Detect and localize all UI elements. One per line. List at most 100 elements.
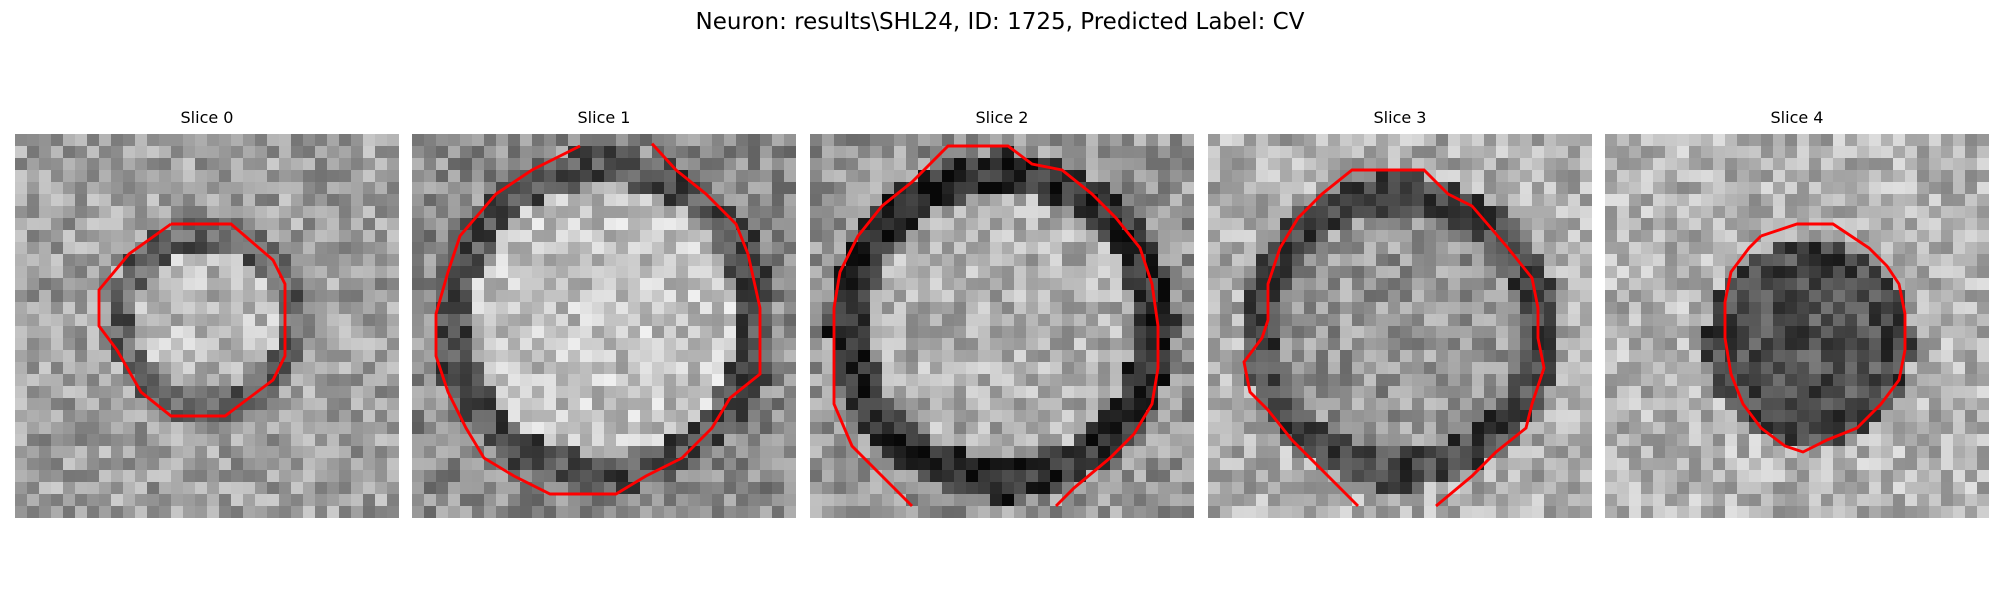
image-pixel [387, 230, 399, 243]
image-pixel [568, 290, 581, 303]
image-pixel [966, 422, 979, 435]
image-pixel [990, 482, 1003, 495]
image-pixel [111, 374, 124, 387]
image-pixel [15, 218, 28, 231]
image-pixel [930, 362, 943, 375]
image-pixel [1026, 350, 1039, 363]
image-pixel [1026, 506, 1039, 518]
image-pixel [1158, 302, 1171, 315]
image-pixel [810, 170, 823, 183]
image-pixel [652, 170, 665, 183]
image-pixel [1424, 266, 1437, 279]
image-pixel [628, 254, 641, 267]
image-pixel [942, 362, 955, 375]
image-pixel [231, 410, 244, 423]
image-pixel [966, 170, 979, 183]
image-pixel [1158, 470, 1171, 483]
image-pixel [412, 410, 425, 423]
image-pixel [1653, 242, 1666, 255]
image-pixel [870, 446, 883, 459]
image-pixel [1232, 218, 1245, 231]
image-pixel [1797, 254, 1810, 267]
image-pixel [1014, 218, 1027, 231]
image-pixel [966, 362, 979, 375]
image-pixel [1665, 350, 1678, 363]
image-pixel [15, 146, 28, 159]
image-pixel [1665, 170, 1678, 183]
image-pixel [918, 338, 931, 351]
image-pixel [1953, 254, 1966, 267]
image-pixel [1605, 290, 1618, 303]
image-pixel [978, 398, 991, 411]
image-pixel [207, 506, 220, 518]
image-pixel [51, 194, 64, 207]
image-pixel [822, 410, 835, 423]
image-pixel [772, 266, 785, 279]
image-pixel [159, 446, 172, 459]
image-pixel [1629, 134, 1642, 147]
image-pixel [351, 218, 364, 231]
image-pixel [195, 494, 208, 507]
image-pixel [1737, 458, 1750, 471]
image-pixel [1208, 410, 1221, 423]
image-pixel [27, 266, 40, 279]
image-pixel [712, 446, 725, 459]
image-pixel [1170, 326, 1183, 339]
image-pixel [1845, 158, 1858, 171]
image-pixel [123, 206, 136, 219]
image-pixel [63, 434, 76, 447]
image-pixel [1340, 422, 1353, 435]
image-pixel [1098, 434, 1111, 447]
image-pixel [810, 398, 823, 411]
image-pixel [448, 446, 461, 459]
image-pixel [1182, 386, 1194, 399]
image-pixel [1098, 422, 1111, 435]
image-pixel [1170, 254, 1183, 267]
image-pixel [918, 266, 931, 279]
image-pixel [930, 338, 943, 351]
image-pixel [424, 146, 437, 159]
image-pixel [1881, 146, 1894, 159]
image-pixel [496, 266, 509, 279]
image-pixel [1556, 506, 1569, 518]
image-pixel [1316, 434, 1329, 447]
image-pixel [1050, 338, 1063, 351]
image-pixel [219, 134, 232, 147]
image-pixel [1146, 482, 1159, 495]
image-pixel [1170, 350, 1183, 363]
image-pixel [1460, 458, 1473, 471]
image-pixel [375, 266, 388, 279]
image-pixel [1002, 422, 1015, 435]
image-pixel [1617, 266, 1630, 279]
image-pixel [424, 446, 437, 459]
image-pixel [111, 146, 124, 159]
image-pixel [652, 338, 665, 351]
image-pixel [556, 386, 569, 399]
image-pixel [1544, 458, 1557, 471]
image-pixel [472, 374, 485, 387]
image-pixel [460, 374, 473, 387]
image-pixel [748, 446, 761, 459]
image-pixel [1412, 134, 1425, 147]
image-pixel [990, 278, 1003, 291]
image-pixel [1074, 422, 1087, 435]
image-pixel [1460, 290, 1473, 303]
image-pixel [1941, 386, 1954, 399]
image-pixel [1182, 302, 1194, 315]
image-pixel [1098, 182, 1111, 195]
image-pixel [412, 158, 425, 171]
image-pixel [219, 146, 232, 159]
image-pixel [1857, 290, 1870, 303]
image-pixel [1761, 398, 1774, 411]
image-pixel [1977, 446, 1989, 459]
image-pixel [1014, 470, 1027, 483]
image-pixel [267, 326, 280, 339]
image-pixel [858, 350, 871, 363]
image-pixel [255, 434, 268, 447]
image-pixel [1520, 182, 1533, 195]
image-pixel [267, 410, 280, 423]
image-pixel [1244, 194, 1257, 207]
image-pixel [1340, 338, 1353, 351]
image-pixel [978, 338, 991, 351]
image-pixel [207, 158, 220, 171]
